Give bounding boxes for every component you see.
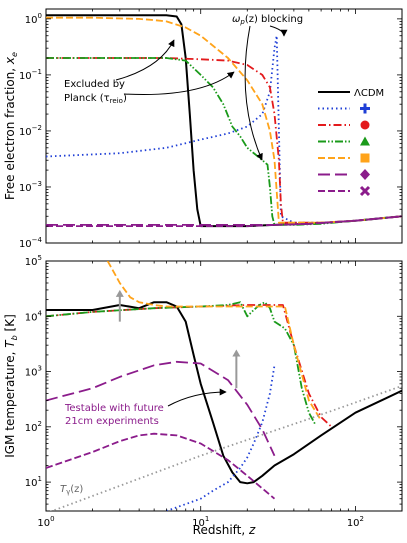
bottom-y-tick-label: 103 [25,365,42,379]
bottom-x-tick-label: 100 [37,515,54,529]
bottom-y-tick-label: 102 [25,420,42,434]
legend: ΛCDM [318,88,384,197]
excluded-line1: Excluded by [64,79,125,90]
svg-text:Testable with future: Testable with future [64,403,164,414]
legend-label: ΛCDM [354,88,384,99]
bottom-arrows-group [115,289,241,389]
bottom-series-group [46,261,402,511]
blocking-annotation: ωp(z) blocking [232,14,303,161]
upper-limit-arrow-head [115,289,124,297]
top-y-axis-label: Free electron fraction, xe [3,52,19,200]
legend-marker-circle [360,120,370,130]
blocking-arrow-right [269,25,288,37]
top-y-tick-label: 10−3 [19,180,42,194]
top-series-group [46,14,402,228]
excluded-arrow-upper [115,39,175,81]
svg-text:ωp(z) blocking: ωp(z) blocking [232,14,303,26]
excluded-annotation: Excluded by Planck (τreio) [64,39,235,105]
svg-text:Excluded by: Excluded by [64,79,125,90]
bottom-ticks-group: 105 104 103 102 101 100 101 102 [25,254,403,529]
bottom-y-tick-label: 105 [25,254,42,268]
bottom-series-line-6 [46,432,276,500]
top-series-line-4 [46,16,402,224]
legend-marker-triangle [360,136,370,146]
blocking-arrow-down [244,25,263,161]
excluded-arrow-lower [123,71,235,95]
bottom-y-tick-label: 101 [25,475,42,489]
top-y-tick-label: 100 [25,12,42,26]
testable-arrow [167,388,227,407]
svg-text:Planck (τreio): Planck (τreio) [64,93,127,105]
t-gamma-label: Tγ(z) [60,484,83,496]
legend-marker-x [359,185,371,197]
top-series-line-6 [46,215,402,227]
bottom-plot-frame [45,260,403,512]
testable-line1: Testable with future [64,403,164,414]
bottom-series-line-5 [46,360,276,457]
x-axis-label: Redshift, z [193,523,256,537]
top-y-tick-label: 10−2 [19,124,42,138]
bottom-series-line-2 [46,304,333,428]
top-plot-frame [45,8,403,244]
legend-marker-diamond [360,169,370,180]
excluded-line2: Planck (τ [64,93,110,104]
testable-annotation: Testable with future 21cm experiments [64,388,227,427]
bottom-y-tick-label: 104 [25,309,43,323]
top-panel: 100 10−1 10−2 10−3 10−4 Free electron fracti… [3,8,403,250]
top-y-tick-label: 10−1 [19,68,42,82]
bottom-series-line-7 [49,385,402,511]
bottom-panel: 105 104 103 102 101 100 101 102 IGM temperature… [3,254,403,537]
legend-marker-plus [360,103,370,114]
blocking-label: ω [232,14,240,25]
bottom-series-line-3 [46,301,317,425]
svg-text:21cm experiments: 21cm experiments [65,416,159,427]
testable-line2: 21cm experiments [65,416,159,427]
bottom-series-line-0 [46,301,402,485]
bottom-y-axis-label: IGM temperature, Tb [K] [3,314,19,458]
top-y-tick-label: 10−4 [19,236,43,250]
upper-limit-arrow-head [232,349,241,357]
bottom-series-line-4 [106,261,322,421]
legend-marker-square [360,153,370,163]
bottom-x-tick-label: 101 [192,515,209,529]
bottom-x-tick-label: 102 [347,515,364,529]
top-ticks-group: 100 10−1 10−2 10−3 10−4 [19,9,403,250]
top-series-line-2 [46,57,402,224]
